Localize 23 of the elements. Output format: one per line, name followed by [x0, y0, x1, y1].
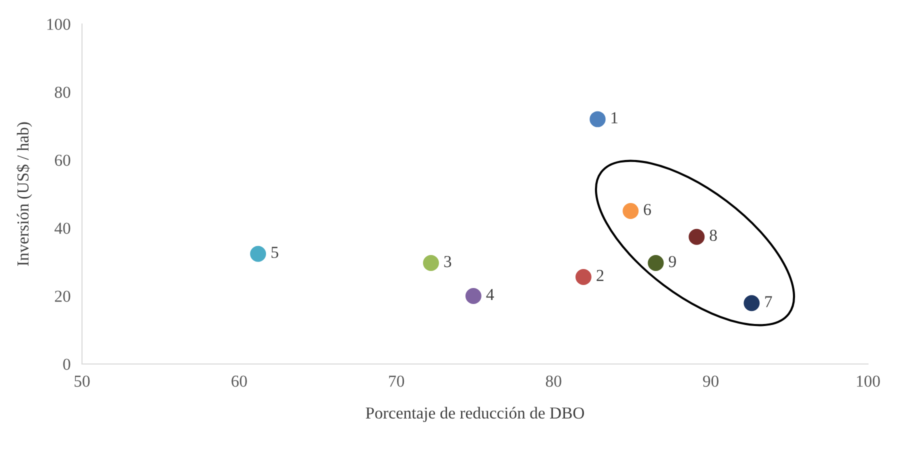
y-tick-label: 60 — [54, 154, 70, 166]
x-tick-label: 90 — [703, 376, 718, 387]
annotation: 3 — [444, 256, 452, 268]
x-tick-label: 50 — [74, 376, 90, 387]
x-tick-label: 70 — [389, 376, 404, 387]
x-tick-label: 80 — [546, 376, 562, 387]
annotation: 2 — [596, 270, 604, 281]
y-axis-title: Inversión (US$ / hab) — [16, 122, 32, 266]
annotation: 5 — [272, 246, 278, 258]
annotation: 4 — [486, 289, 494, 300]
annotation: 7 — [765, 296, 772, 308]
y-tick-label: 0 — [63, 358, 70, 370]
y-tick-label: 40 — [54, 222, 70, 234]
x-tick-label: 60 — [232, 376, 247, 387]
y-tick-label: 80 — [54, 86, 70, 98]
y-tick-label: 20 — [54, 290, 70, 302]
annotation: 6 — [644, 204, 651, 216]
x-tick-label: 100 — [856, 376, 880, 387]
x-axis-title: Porcentaje de reducción de DBO — [366, 406, 584, 422]
annotation: 9 — [668, 256, 676, 268]
y-tick-label: 100 — [47, 18, 70, 30]
annotation: 1 — [612, 112, 618, 124]
annotation: 8 — [710, 230, 717, 242]
